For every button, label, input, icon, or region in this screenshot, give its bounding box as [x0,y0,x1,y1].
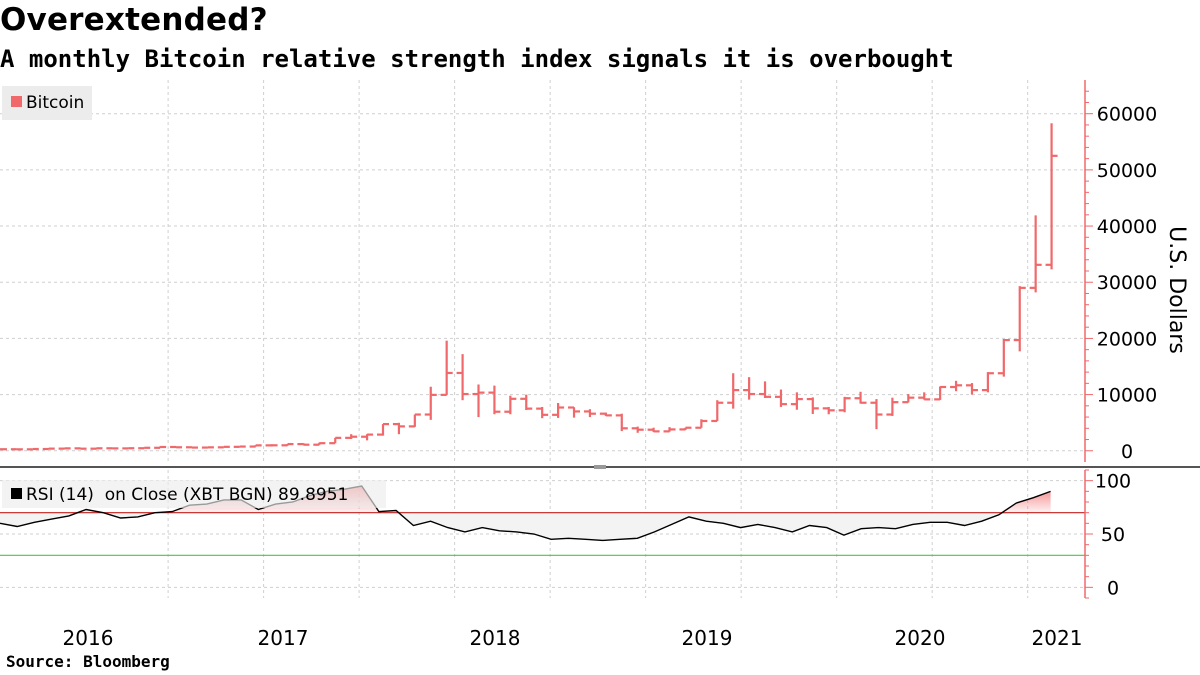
price-bar-54 [854,391,867,404]
price-bar-37 [583,409,596,418]
rsi-legend[interactable]: RSI (14) on Close (XBT BGN) 89.8951 [2,480,386,508]
price-bar-26 [408,413,421,428]
price-bar-41 [647,427,660,433]
rsi-tick-label-2: 100 [1095,471,1131,493]
x-tick-label-2020: 2020 [895,626,946,650]
price-bar-65 [1029,215,1042,293]
price-bar-59 [934,385,947,401]
price-bar-48 [759,381,772,398]
price-bar-19 [297,442,310,446]
price-axis-label: U.S. Dollars [1164,226,1189,354]
x-tick-label-2018: 2018 [470,626,521,650]
price-legend[interactable]: Bitcoin [2,86,92,120]
price-legend-swatch [11,96,22,107]
price-bar-44 [695,419,708,429]
rsi-tick-label-1: 50 [1101,524,1125,546]
price-bar-42 [663,427,676,433]
price-bar-36 [568,406,581,418]
price-bar-58 [918,392,931,401]
price-bar-20 [313,442,326,446]
price-tick-label-0: 0 [1121,441,1133,463]
price-bar-56 [886,397,899,416]
price-bar-47 [743,377,756,400]
gridlines [0,80,1200,598]
price-tick-label-6: 60000 [1097,104,1157,126]
price-bar-38 [599,412,612,417]
price-bar-31 [488,385,501,415]
price-bar-57 [902,394,915,404]
x-tick-label-2021: 2021 [1032,626,1083,650]
price-bar-46 [727,373,740,409]
price-bar-33 [520,394,533,411]
rsi-tick-label-0: 0 [1107,577,1119,599]
price-bar-62 [981,372,994,393]
price-bar-45 [711,400,724,423]
price-tick-label-5: 50000 [1097,160,1157,182]
price-bar-35 [552,403,565,418]
price-bar-43 [679,426,692,431]
price-bar-24 [376,422,389,436]
price-bar-40 [631,426,644,433]
rsi-series-line [0,485,1051,542]
price-bar-9 [138,446,151,450]
price-bar-32 [504,395,517,415]
price-bar-21 [329,436,342,445]
price-bar-29 [456,354,469,401]
price-bar-25 [392,422,405,435]
price-tick-label-1: 10000 [1097,385,1157,407]
price-bar-4 [58,447,71,450]
price-bar-63 [997,338,1010,377]
rsi-legend-swatch [11,488,22,499]
x-tick-label-2017: 2017 [258,626,309,650]
chart-title: Overextended? [0,2,268,38]
price-legend-label: Bitcoin [26,93,84,113]
price-bar-14 [217,445,230,449]
price-bar-28 [440,340,453,396]
chart-subtitle: A monthly Bitcoin relative strength inde… [0,45,954,73]
price-bar-49 [774,389,787,407]
price-bar-39 [615,413,628,432]
axes: 0 10000 20000 30000 40000 50000 60000 0 50 100 201… [63,80,1157,650]
price-bar-55 [870,399,883,430]
source-note: Source: Bloomberg [6,652,170,671]
rsi-panel [0,485,1085,556]
price-bar-22 [345,434,358,439]
x-tick-label-2016: 2016 [63,626,114,650]
price-bar-16 [249,444,262,448]
price-bar-5 [74,447,87,450]
price-bar-10 [154,445,167,449]
price-bar-61 [965,383,978,395]
price-tick-label-3: 30000 [1097,272,1157,294]
price-bar-53 [838,396,851,413]
price-bar-3 [42,447,55,451]
price-bar-50 [790,392,803,410]
rsi-legend-background [2,480,386,508]
price-bar-17 [265,444,278,447]
price-tick-label-4: 40000 [1097,216,1157,238]
price-bar-30 [472,384,485,418]
price-tick-label-2: 20000 [1097,328,1157,350]
price-panel [0,123,1058,451]
price-bar-34 [536,406,549,419]
price-bar-23 [361,433,374,441]
price-bar-51 [806,397,819,414]
price-bar-66 [1045,123,1058,270]
price-bar-12 [185,446,198,449]
price-bar-27 [424,386,437,420]
price-bar-64 [1013,286,1026,352]
rsi-legend-label: RSI (14) on Close (XBT BGN) 89.8951 [26,485,348,505]
price-bar-52 [822,406,835,415]
price-bar-18 [281,442,294,447]
rsi-below-fill [0,512,1051,541]
price-bar-11 [170,445,183,449]
x-tick-label-2019: 2019 [682,626,733,650]
price-bar-60 [950,380,963,392]
